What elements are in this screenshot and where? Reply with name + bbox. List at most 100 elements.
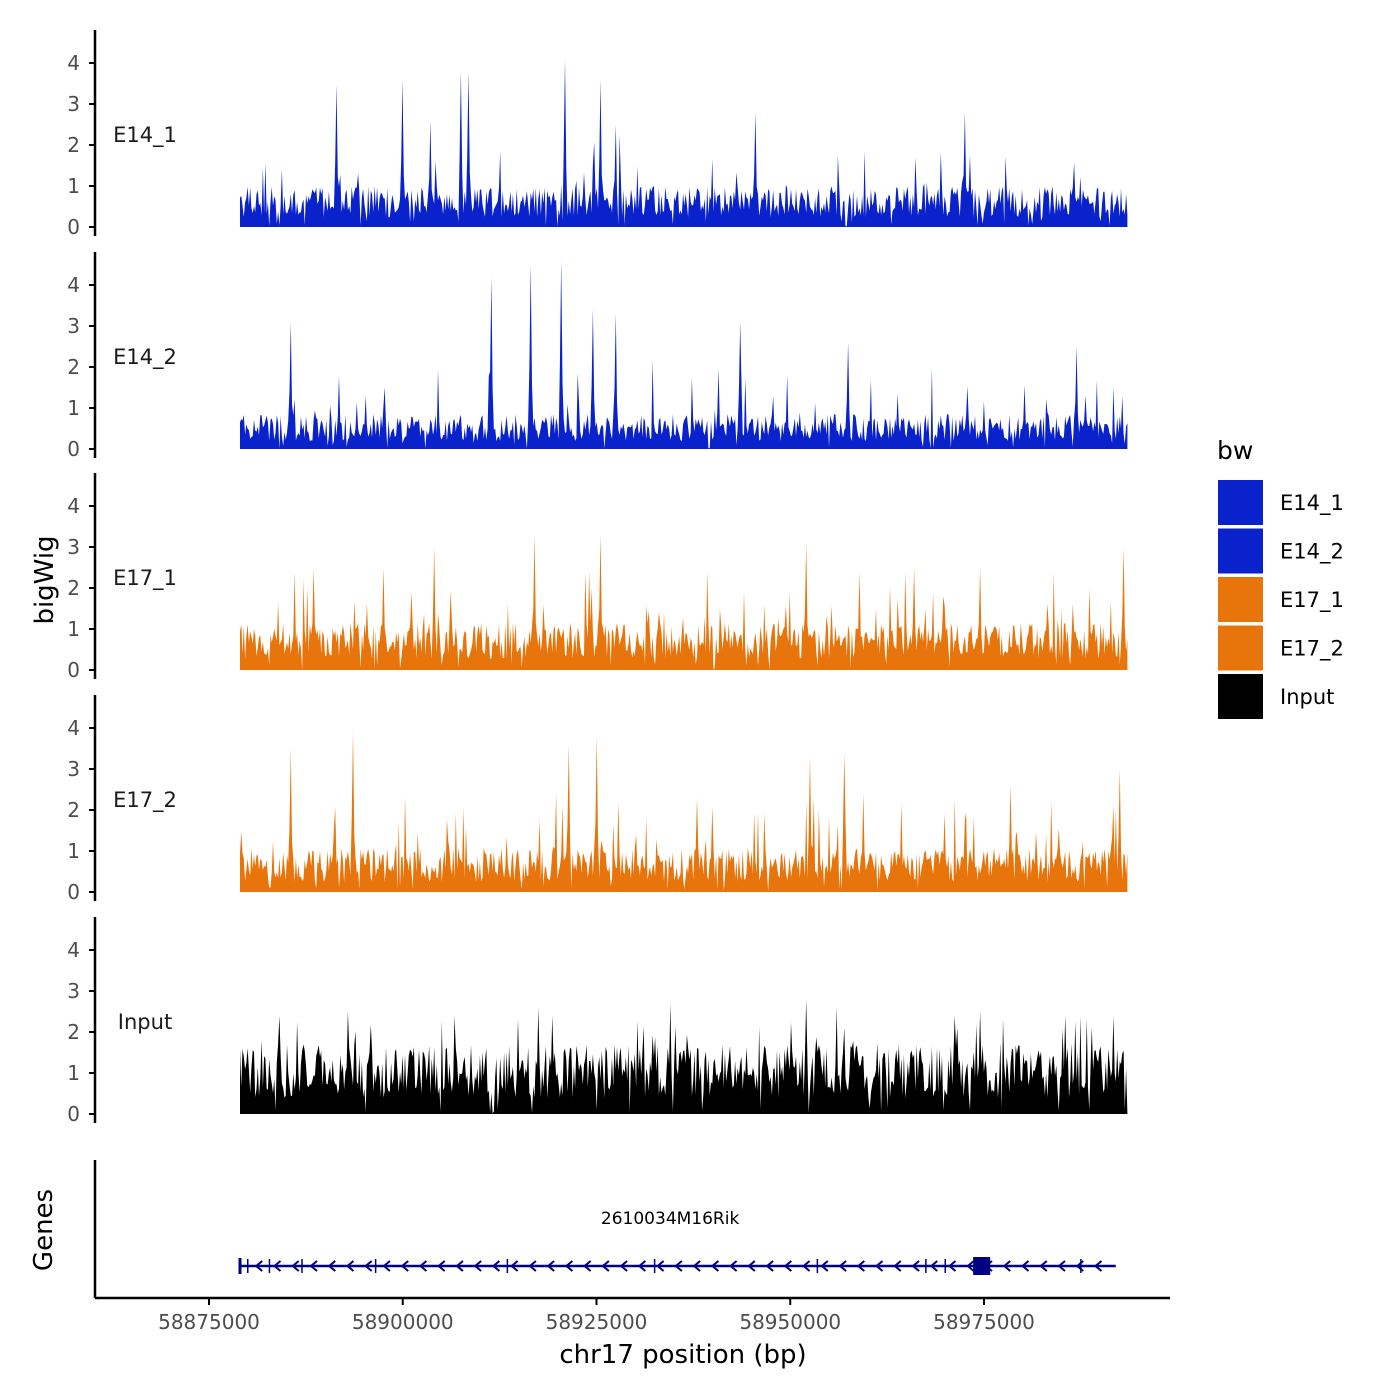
y-tick-label-E14_1-3: 3	[67, 92, 80, 116]
strand-chevron	[875, 1260, 884, 1272]
strand-chevron	[838, 1260, 847, 1272]
strand-chevron	[528, 1260, 537, 1272]
strand-chevron	[674, 1260, 683, 1272]
strand-chevron	[291, 1260, 300, 1272]
genes-track: 2610034M16Rik 58875000 58900000 58925000 589…	[93, 1160, 1170, 1334]
strand-chevron	[1002, 1260, 1011, 1272]
strand-chevron	[966, 1260, 975, 1272]
x-tick-label-58950000: 58950000	[739, 1310, 841, 1334]
x-tick-label-58900000: 58900000	[352, 1310, 454, 1334]
y-tick-label-E14_2-3: 3	[67, 314, 80, 338]
y-tick-label-E17_2-0: 0	[67, 880, 80, 904]
signal-area-E17_1	[240, 534, 1128, 670]
y-tick-label-E14_2-1: 1	[67, 396, 80, 420]
y-tick-label-E17_1-2: 2	[67, 576, 80, 600]
signal-area-E17_2	[240, 732, 1128, 892]
strand-chevron	[254, 1260, 263, 1272]
panel-E17_1: 0 1 2 3 4 E17_1	[67, 473, 1128, 682]
strand-chevron	[272, 1260, 282, 1272]
strand-chevron	[473, 1260, 482, 1272]
strand-chevron	[637, 1260, 647, 1272]
legend-key-E14_1	[1218, 480, 1263, 525]
x-axis-title: chr17 position (bp)	[559, 1340, 806, 1370]
legend-label-E14_1: E14_1	[1280, 491, 1344, 516]
signal-area-E14_2	[240, 260, 1128, 449]
strand-chevron	[601, 1260, 610, 1272]
legend-key-E17_2	[1218, 625, 1263, 671]
y-axis-title: bigWig	[30, 535, 60, 624]
track-label-E14_1: E14_1	[113, 123, 177, 148]
bigwig-panels: 0 1 2 3 4 E14_1 0 1 2 3 4 E14_2 0 1 2 3 4 E17_1 0 1 2 3 4 E17_2…	[67, 30, 1128, 1126]
y-tick-label-E17_2-4: 4	[67, 716, 80, 740]
strand-chevron	[765, 1260, 774, 1272]
legend-key-Input	[1218, 674, 1263, 719]
x-tick-label-58875000: 58875000	[158, 1310, 260, 1334]
y-tick-label-E14_2-4: 4	[67, 273, 80, 297]
panel-E17_2: 0 1 2 3 4 E17_2	[67, 695, 1128, 904]
gene-exon	[973, 1257, 991, 1275]
track-label-E14_2: E14_2	[113, 345, 177, 370]
y-tick-label-E17_1-3: 3	[67, 535, 80, 559]
strand-chevron	[656, 1260, 665, 1272]
strand-chevron	[400, 1260, 409, 1272]
strand-chevron	[929, 1260, 938, 1272]
strand-chevron	[364, 1260, 373, 1272]
y-tick-label-E14_1-0: 0	[67, 215, 80, 239]
y-tick-label-E17_2-1: 1	[67, 839, 80, 863]
strand-chevron	[418, 1260, 428, 1272]
y-tick-label-E17_2-2: 2	[67, 798, 80, 822]
y-tick-label-E17_1-1: 1	[67, 617, 80, 641]
panel-Input: 0 1 2 3 4 Input	[67, 917, 1128, 1126]
strand-chevron	[437, 1260, 446, 1272]
strand-chevron	[619, 1260, 628, 1272]
y-tick-label-E17_1-4: 4	[67, 494, 80, 518]
strand-chevron	[546, 1260, 555, 1272]
x-tick-label-58925000: 58925000	[546, 1310, 648, 1334]
legend-label-E14_2: E14_2	[1280, 540, 1344, 565]
y-tick-label-Input-2: 2	[67, 1020, 80, 1044]
strand-chevron	[820, 1260, 829, 1272]
panel-E14_1: 0 1 2 3 4 E14_1	[67, 30, 1128, 239]
strand-chevron	[510, 1260, 519, 1272]
legend-key-E17_1	[1218, 577, 1263, 622]
legend-title: bw	[1217, 436, 1253, 465]
y-tick-label-E14_2-2: 2	[67, 355, 80, 379]
strand-chevron	[893, 1260, 902, 1272]
strand-chevron	[455, 1260, 464, 1272]
strand-chevron	[1020, 1260, 1030, 1272]
y-tick-label-E14_2-0: 0	[67, 437, 80, 461]
strand-chevron	[856, 1260, 865, 1272]
strand-chevron	[564, 1260, 574, 1272]
y-tick-label-E14_1-1: 1	[67, 174, 80, 198]
y-tick-label-Input-1: 1	[67, 1061, 80, 1085]
strand-chevron	[947, 1260, 957, 1272]
legend: bw E14_1 E14_2 E17_1 E17_2 Input	[1217, 436, 1344, 719]
strand-chevron	[729, 1260, 738, 1272]
strand-chevron	[911, 1260, 920, 1272]
genes-track-label: Genes	[29, 1189, 59, 1271]
y-tick-label-Input-0: 0	[67, 1102, 80, 1126]
y-tick-label-E14_1-2: 2	[67, 133, 80, 157]
signal-area-E14_1	[240, 58, 1128, 228]
y-tick-label-E17_2-3: 3	[67, 757, 80, 781]
strand-chevron	[309, 1260, 318, 1272]
y-tick-label-Input-3: 3	[67, 979, 80, 1003]
strand-chevron	[327, 1260, 336, 1272]
y-tick-label-Input-4: 4	[67, 938, 80, 962]
strand-chevron	[382, 1260, 391, 1272]
strand-chevron	[692, 1260, 701, 1272]
legend-key-E14_2	[1218, 528, 1263, 574]
y-tick-label-E14_1-4: 4	[67, 51, 80, 75]
strand-chevron	[783, 1260, 792, 1272]
strand-chevron	[710, 1260, 720, 1272]
panel-E14_2: 0 1 2 3 4 E14_2	[67, 252, 1128, 461]
track-label-Input: Input	[118, 1010, 172, 1034]
strand-chevron	[802, 1260, 811, 1272]
strand-chevron	[345, 1260, 355, 1272]
x-tick-label-58975000: 58975000	[933, 1310, 1035, 1334]
legend-label-Input: Input	[1280, 685, 1334, 709]
strand-chevron	[747, 1260, 756, 1272]
signal-area-Input	[240, 999, 1128, 1114]
y-tick-label-E17_1-0: 0	[67, 658, 80, 682]
